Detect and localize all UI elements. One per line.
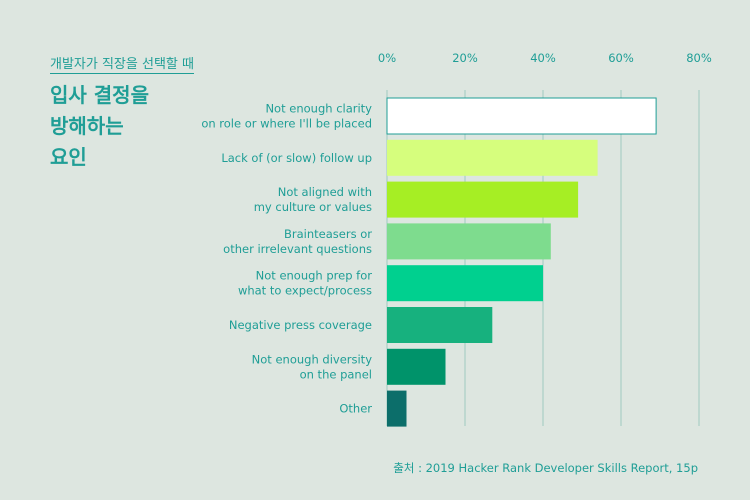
category-label: Other xyxy=(339,402,372,416)
bar xyxy=(387,265,543,302)
category-label: on role or where I'll be placed xyxy=(201,117,372,131)
category-label: other irrelevant questions xyxy=(223,242,372,256)
source-note: 출처 : 2019 Hacker Rank Developer Skills R… xyxy=(393,461,698,475)
bar xyxy=(386,97,657,135)
bar xyxy=(387,307,493,343)
category-label: Negative press coverage xyxy=(229,318,372,332)
bar xyxy=(387,390,407,427)
title-line: 요인 xyxy=(50,145,87,169)
category-label: Not enough prep for xyxy=(256,269,373,283)
x-tick-label: 80% xyxy=(686,51,712,65)
bar xyxy=(387,348,446,385)
x-tick-label: 20% xyxy=(452,51,478,65)
category-label: Not enough clarity xyxy=(265,102,372,116)
title-line: 입사 결정을 xyxy=(50,83,149,107)
x-tick-label: 40% xyxy=(530,51,556,65)
x-tick-label: 60% xyxy=(608,51,634,65)
category-label: my culture or values xyxy=(254,200,372,214)
bar xyxy=(387,139,598,176)
category-label: on the panel xyxy=(300,367,372,381)
category-label: Not aligned with xyxy=(278,185,372,199)
category-label: what to expect/process xyxy=(238,284,372,298)
chart-subtitle: 개발자가 직장을 선택할 때 xyxy=(50,53,194,74)
chart-title: 입사 결정을 방해하는 요인 xyxy=(50,80,210,173)
category-label: Not enough diversity xyxy=(252,352,373,366)
category-label: Lack of (or slow) follow up xyxy=(221,151,372,165)
x-tick-label: 0% xyxy=(378,51,396,65)
bar xyxy=(387,223,551,260)
bar xyxy=(387,181,579,218)
title-line: 방해하는 xyxy=(50,114,124,138)
category-label: Brainteasers or xyxy=(284,227,372,241)
